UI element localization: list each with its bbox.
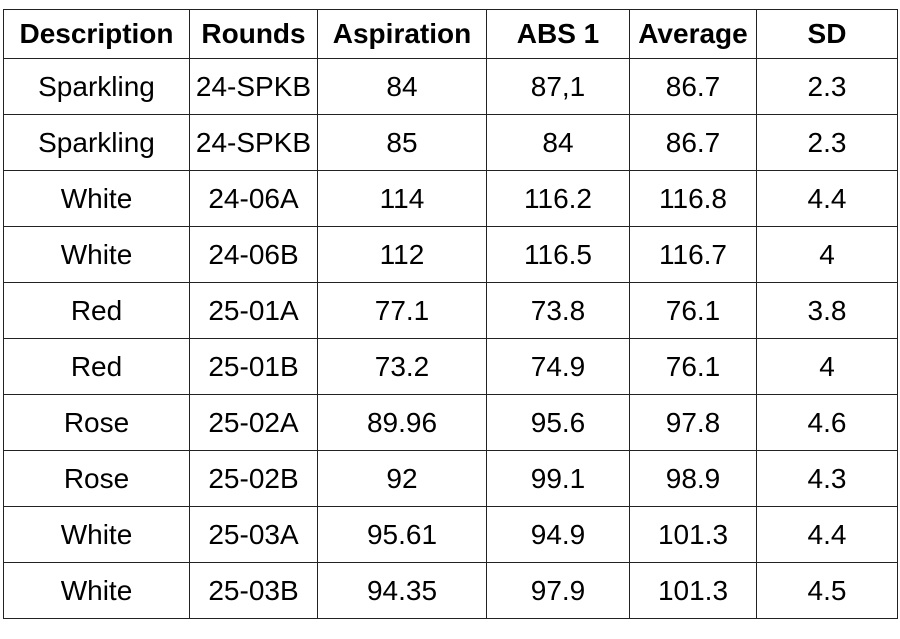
- cell-abs1: 95.6: [486, 394, 630, 451]
- cell-abs1: 94.9: [486, 506, 630, 563]
- cell-description: Red: [3, 282, 190, 339]
- cell-average: 101.3: [629, 562, 757, 619]
- cell-aspiration: 77.1: [317, 282, 487, 339]
- cell-aspiration: 89.96: [317, 394, 487, 451]
- cell-rounds: 25-01A: [189, 282, 318, 339]
- cell-abs1: 99.1: [486, 450, 630, 507]
- cell-sd: 4.4: [756, 170, 898, 227]
- cell-sd: 3.8: [756, 282, 898, 339]
- table-row: Rose 25-02B 92 99.1 98.9 4.3: [3, 450, 898, 507]
- cell-abs1: 73.8: [486, 282, 630, 339]
- cell-rounds: 24-06B: [189, 226, 318, 283]
- cell-rounds: 25-02B: [189, 450, 318, 507]
- header-average: Average: [629, 9, 757, 59]
- results-table: Description Rounds Aspiration ABS 1 Aver…: [3, 9, 898, 619]
- table-row: Sparkling 24-SPKB 85 84 86.7 2.3: [3, 114, 898, 171]
- cell-abs1: 97.9: [486, 562, 630, 619]
- cell-rounds: 24-SPKB: [189, 58, 318, 115]
- cell-aspiration: 95.61: [317, 506, 487, 563]
- table-row: White 24-06B 112 116.5 116.7 4: [3, 226, 898, 283]
- table-row: Red 25-01A 77.1 73.8 76.1 3.8: [3, 282, 898, 339]
- cell-description: White: [3, 226, 190, 283]
- cell-description: White: [3, 506, 190, 563]
- cell-average: 86.7: [629, 58, 757, 115]
- cell-aspiration: 73.2: [317, 338, 487, 395]
- cell-abs1: 74.9: [486, 338, 630, 395]
- cell-aspiration: 112: [317, 226, 487, 283]
- header-row: Description Rounds Aspiration ABS 1 Aver…: [3, 9, 898, 59]
- table-row: Red 25-01B 73.2 74.9 76.1 4: [3, 338, 898, 395]
- cell-rounds: 24-SPKB: [189, 114, 318, 171]
- table-row: White 25-03B 94.35 97.9 101.3 4.5: [3, 562, 898, 619]
- cell-rounds: 25-03A: [189, 506, 318, 563]
- cell-abs1: 116.5: [486, 226, 630, 283]
- header-sd: SD: [756, 9, 898, 59]
- cell-aspiration: 92: [317, 450, 487, 507]
- header-rounds: Rounds: [189, 9, 318, 59]
- cell-abs1: 84: [486, 114, 630, 171]
- table-row: White 24-06A 114 116.2 116.8 4.4: [3, 170, 898, 227]
- cell-sd: 4.3: [756, 450, 898, 507]
- table-row: Sparkling 24-SPKB 84 87,1 86.7 2.3: [3, 58, 898, 115]
- cell-rounds: 24-06A: [189, 170, 318, 227]
- cell-sd: 4.5: [756, 562, 898, 619]
- cell-rounds: 25-03B: [189, 562, 318, 619]
- cell-rounds: 25-01B: [189, 338, 318, 395]
- cell-average: 101.3: [629, 506, 757, 563]
- cell-aspiration: 114: [317, 170, 487, 227]
- cell-aspiration: 85: [317, 114, 487, 171]
- cell-average: 97.8: [629, 394, 757, 451]
- cell-sd: 4: [756, 226, 898, 283]
- cell-average: 116.8: [629, 170, 757, 227]
- table-row: White 25-03A 95.61 94.9 101.3 4.4: [3, 506, 898, 563]
- header-abs1: ABS 1: [486, 9, 630, 59]
- cell-description: Sparkling: [3, 114, 190, 171]
- cell-sd: 2.3: [756, 114, 898, 171]
- cell-sd: 4.4: [756, 506, 898, 563]
- header-aspiration: Aspiration: [317, 9, 487, 59]
- table-header: Description Rounds Aspiration ABS 1 Aver…: [3, 9, 898, 59]
- cell-aspiration: 84: [317, 58, 487, 115]
- cell-abs1: 116.2: [486, 170, 630, 227]
- cell-description: Rose: [3, 450, 190, 507]
- cell-aspiration: 94.35: [317, 562, 487, 619]
- cell-average: 76.1: [629, 282, 757, 339]
- cell-sd: 2.3: [756, 58, 898, 115]
- cell-average: 116.7: [629, 226, 757, 283]
- table-body: Sparkling 24-SPKB 84 87,1 86.7 2.3 Spark…: [3, 58, 898, 619]
- cell-description: White: [3, 170, 190, 227]
- cell-average: 98.9: [629, 450, 757, 507]
- cell-abs1: 87,1: [486, 58, 630, 115]
- cell-average: 86.7: [629, 114, 757, 171]
- cell-description: Sparkling: [3, 58, 190, 115]
- cell-description: Red: [3, 338, 190, 395]
- cell-average: 76.1: [629, 338, 757, 395]
- cell-sd: 4.6: [756, 394, 898, 451]
- cell-description: Rose: [3, 394, 190, 451]
- header-description: Description: [3, 9, 190, 59]
- cell-sd: 4: [756, 338, 898, 395]
- cell-rounds: 25-02A: [189, 394, 318, 451]
- table-row: Rose 25-02A 89.96 95.6 97.8 4.6: [3, 394, 898, 451]
- cell-description: White: [3, 562, 190, 619]
